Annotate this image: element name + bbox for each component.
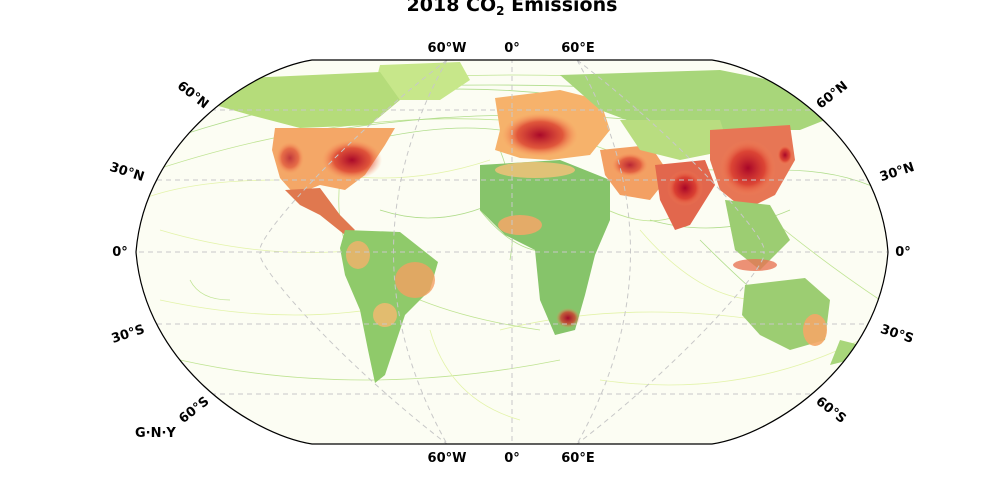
hotspot-usa-east [322,140,382,180]
land-new-zealand [830,340,860,365]
globe [136,60,888,444]
hotspot-usa-west [276,142,304,174]
lon-label-bottom-60e: 60°E [561,451,594,466]
globe-outline [135,59,889,445]
lat-label-right-0: 0° [895,245,911,260]
map-title: 2018 CO2 Emissions [407,0,618,18]
land-canada [200,72,400,128]
lat-label-right-30s: 30°S [878,322,915,347]
lat-label-left-60s: 60°S [176,394,212,427]
land-central-america [285,188,355,235]
lat-label-left-30s: 30°S [110,322,147,347]
lat-label-left-30n: 30°N [108,160,146,185]
lat-label-right-60s: 60°S [813,394,849,427]
hotspot-australia-east [803,314,827,346]
lon-label-bottom-0: 0° [504,451,520,466]
hotspot-middle-east [612,153,648,177]
lon-label-bottom-60w: 60°W [428,451,467,466]
hotspot-japan [777,145,793,165]
hotspot-china [720,140,776,196]
land-greenland [375,62,470,100]
hotspot-andes [346,241,370,269]
lat-label-right-30n: 30°N [878,160,916,185]
lon-label-top-60e: 60°E [561,41,594,56]
graticule [136,60,888,444]
hotspot-west-africa [498,215,542,235]
hotspot-india [667,170,703,206]
lon-label-top-60w: 60°W [428,41,467,56]
lat-label-left-0: 0° [112,245,128,260]
lat-label-left-60n: 60°N [174,79,211,113]
lat-label-right-60n: 60°N [814,79,851,113]
credit-label: G·N·Y [135,426,176,441]
hotspot-south-africa [556,308,580,328]
lon-label-top-0: 0° [504,41,520,56]
hotspot-europe [502,113,578,157]
land-central-asia [620,120,730,160]
hotspot-argentina [373,303,397,327]
hotspot-indonesia [733,259,777,271]
hotspot-brazil [395,262,435,298]
hotspot-north-africa [495,162,575,178]
